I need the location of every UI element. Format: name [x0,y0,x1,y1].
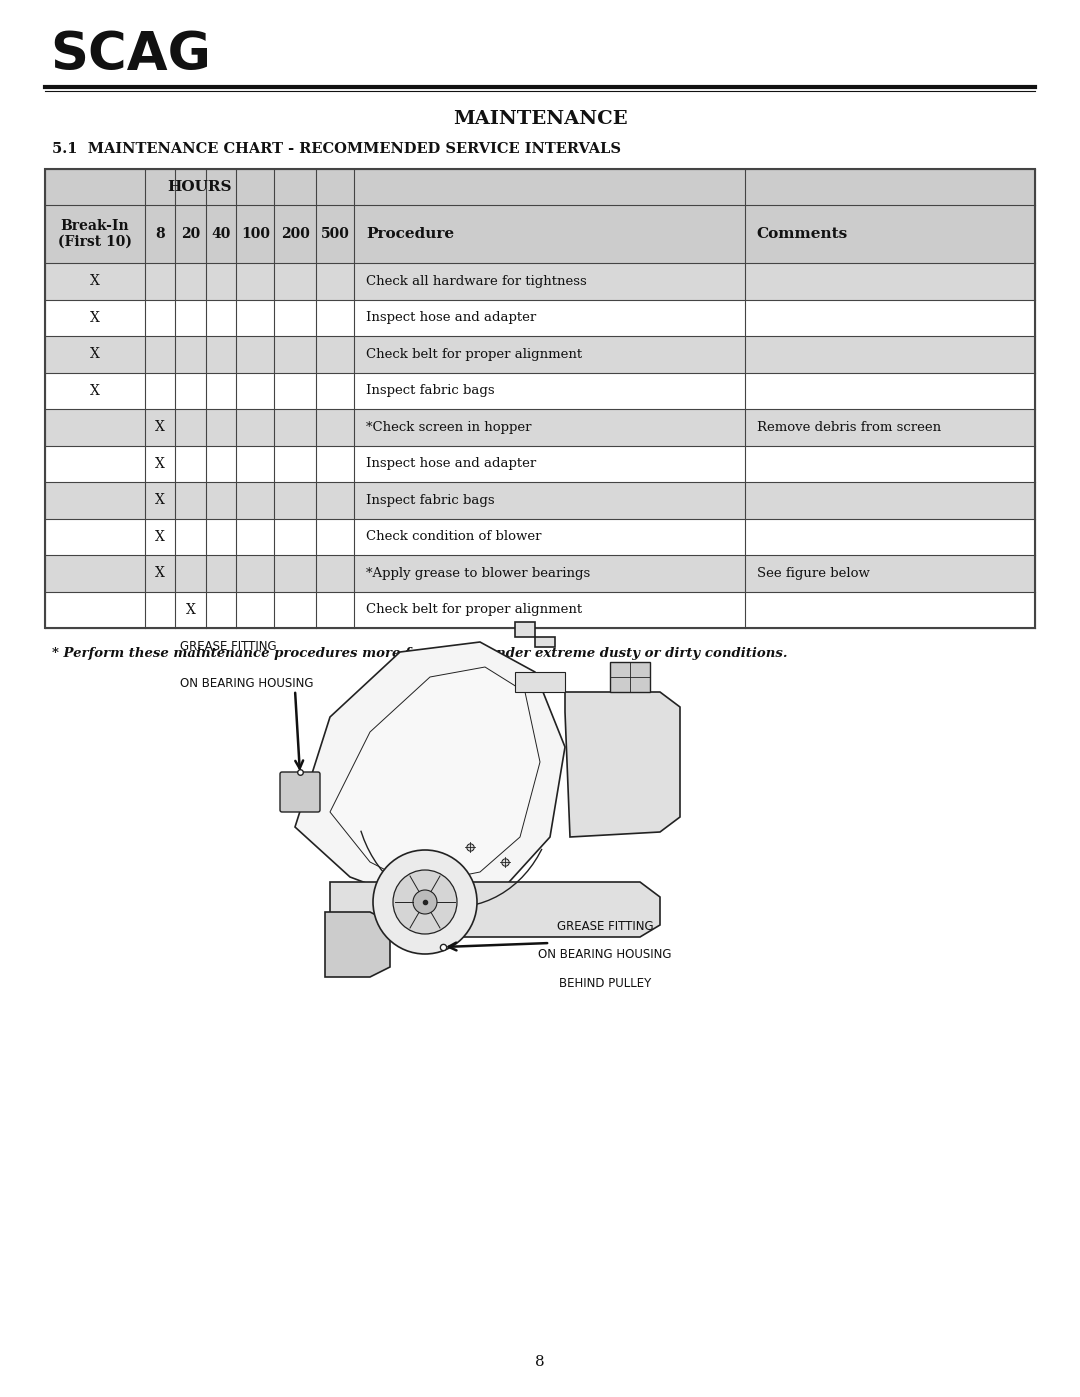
Text: ON BEARING HOUSING: ON BEARING HOUSING [538,949,672,961]
Text: X: X [90,348,100,362]
Text: Procedure: Procedure [366,226,455,242]
Text: Check condition of blower: Check condition of blower [366,531,542,543]
Circle shape [413,890,437,914]
Polygon shape [295,643,565,907]
Polygon shape [330,666,540,886]
Text: Inspect fabric bags: Inspect fabric bags [366,493,495,507]
Bar [45,205,1035,263]
Text: BEHIND PULLEY: BEHIND PULLEY [558,977,651,990]
Text: Check belt for proper alignment: Check belt for proper alignment [366,604,582,616]
Text: X: X [90,274,100,288]
Bar [45,299,1035,337]
Text: 8: 8 [536,1355,544,1369]
Text: Remove debris from screen: Remove debris from screen [757,420,941,433]
Text: 200: 200 [281,226,310,242]
Text: X: X [156,566,165,580]
Circle shape [373,849,477,954]
Text: *Apply grease to blower bearings: *Apply grease to blower bearings [366,567,591,580]
Polygon shape [610,662,650,692]
Text: X: X [156,457,165,471]
Text: *Check screen in hopper: *Check screen in hopper [366,420,531,433]
Text: 5.1  MAINTENANCE CHART - RECOMMENDED SERVICE INTERVALS: 5.1 MAINTENANCE CHART - RECOMMENDED SERV… [52,142,621,156]
Polygon shape [325,912,390,977]
Bar [45,169,354,205]
Text: GREASE FITTING: GREASE FITTING [180,640,276,652]
Bar [45,555,1035,591]
Bar [45,409,1035,446]
Polygon shape [515,622,555,647]
Circle shape [393,870,457,935]
Bar [354,169,1035,205]
Bar [45,373,1035,409]
Polygon shape [565,692,680,837]
Text: GREASE FITTING: GREASE FITTING [556,921,653,933]
Polygon shape [330,882,660,937]
Text: See figure below: See figure below [757,567,869,580]
Polygon shape [515,672,565,692]
Text: X: X [156,493,165,507]
Text: Inspect hose and adapter: Inspect hose and adapter [366,312,537,324]
Text: Check belt for proper alignment: Check belt for proper alignment [366,348,582,360]
Text: X: X [90,384,100,398]
Text: HOURS: HOURS [167,180,232,194]
Bar [45,337,1035,373]
Text: * Perform these maintenance procedures more frequently under extreme dusty or di: * Perform these maintenance procedures m… [52,647,787,659]
Text: 100: 100 [241,226,270,242]
Text: MAINTENANCE: MAINTENANCE [453,110,627,129]
Bar [45,482,1035,518]
Bar [45,446,1035,482]
Bar [45,591,1035,629]
Text: X: X [156,420,165,434]
Text: Check all hardware for tightness: Check all hardware for tightness [366,275,588,288]
Text: X: X [186,602,195,616]
Text: Inspect hose and adapter: Inspect hose and adapter [366,457,537,471]
Text: SCAG: SCAG [50,29,211,81]
Text: Inspect fabric bags: Inspect fabric bags [366,384,495,397]
Bar [45,169,1035,629]
Text: 20: 20 [181,226,200,242]
Bar [45,263,1035,299]
Text: 8: 8 [156,226,165,242]
Text: Break-In
(First 10): Break-In (First 10) [58,219,132,249]
Text: Comments: Comments [757,226,848,242]
Bar [45,518,1035,555]
Text: X: X [90,310,100,324]
Text: ON BEARING HOUSING: ON BEARING HOUSING [180,678,313,690]
Text: 40: 40 [212,226,231,242]
Text: X: X [156,529,165,543]
Text: 500: 500 [321,226,350,242]
FancyBboxPatch shape [280,773,320,812]
